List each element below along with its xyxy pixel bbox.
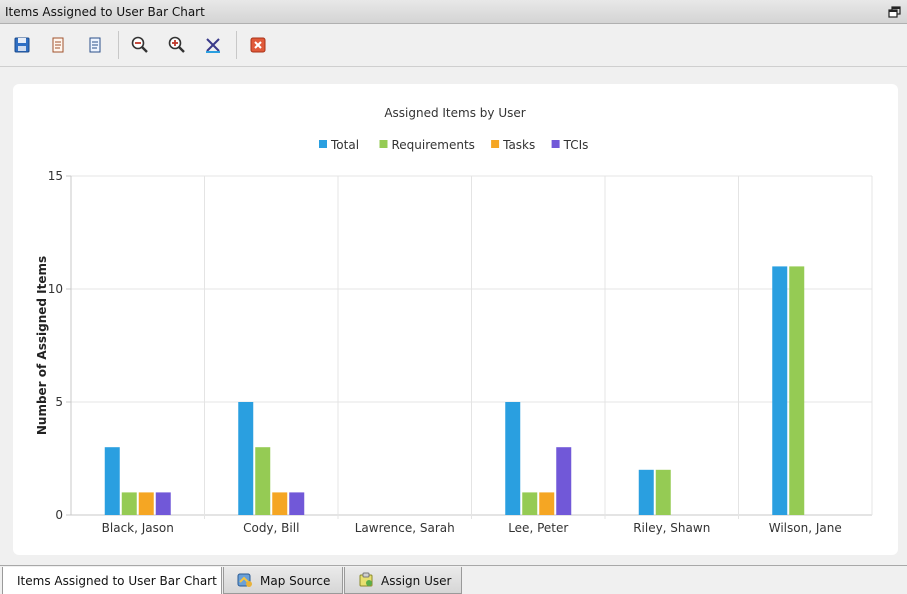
tab-bar: Items Assigned to User Bar Chart Map Sou… (0, 565, 907, 594)
toolbar-separator (236, 31, 237, 59)
save-icon[interactable] (12, 35, 32, 55)
zoom-in-icon[interactable] (167, 35, 187, 55)
y-tick-label: 15 (48, 169, 63, 183)
toolbar-separator (118, 31, 119, 59)
bar-tasks (138, 492, 154, 515)
bar-requirements (655, 469, 671, 515)
bar-total (238, 402, 254, 515)
bar-tcis (289, 492, 305, 515)
tab-label: Items Assigned to User Bar Chart (17, 574, 217, 588)
chart-panel (13, 84, 898, 555)
map-icon (237, 573, 252, 587)
bar-total (505, 402, 521, 515)
document-copy-icon[interactable] (48, 35, 68, 55)
window-titlebar: Items Assigned to User Bar Chart (0, 0, 907, 24)
bar-requirements (789, 266, 805, 515)
bar-total (772, 266, 788, 515)
legend-swatch (379, 140, 388, 148)
x-tick-label: Lawrence, Sarah (355, 521, 455, 535)
zoom-out-icon[interactable] (130, 35, 150, 55)
legend-swatch (491, 140, 500, 148)
assign-user-icon (359, 572, 373, 587)
restore-window-icon[interactable] (887, 4, 903, 20)
bar-total (104, 447, 120, 515)
toolbar (0, 25, 907, 67)
bar-tasks (539, 492, 555, 515)
bar-requirements (121, 492, 137, 515)
tab-label: Map Source (260, 574, 331, 588)
x-tick-label: Lee, Peter (508, 521, 568, 535)
window-title: Items Assigned to User Bar Chart (5, 5, 205, 19)
legend-label: Total (330, 138, 359, 152)
bar-total (638, 469, 654, 515)
bar-tcis (556, 447, 572, 515)
document-icon[interactable] (85, 35, 105, 55)
legend-swatch (551, 140, 560, 148)
legend-swatch (319, 140, 327, 148)
tab-items-assigned-chart[interactable]: Items Assigned to User Bar Chart (2, 567, 222, 594)
y-tick-label: 10 (48, 282, 63, 296)
legend-label: Requirements (392, 138, 475, 152)
bar-tcis (155, 492, 171, 515)
x-tick-label: Riley, Shawn (633, 521, 710, 535)
y-tick-label: 5 (55, 395, 63, 409)
x-tick-label: Wilson, Jane (769, 521, 842, 535)
x-tick-label: Black, Jason (102, 521, 174, 535)
bar-requirements (522, 492, 538, 515)
close-icon[interactable] (248, 35, 268, 55)
legend-label: Tasks (502, 138, 535, 152)
legend-label: TCIs (563, 138, 589, 152)
bar-requirements (255, 447, 271, 515)
chart-title: Assigned Items by User (384, 106, 525, 120)
y-tick-label: 0 (55, 508, 63, 522)
x-tick-label: Cody, Bill (243, 521, 299, 535)
y-axis-label: Number of Assigned Items (35, 256, 49, 435)
tab-assign-user[interactable]: Assign User (344, 567, 462, 594)
reset-zoom-icon[interactable] (203, 35, 223, 55)
bar-tasks (272, 492, 288, 515)
tab-label: Assign User (381, 574, 452, 588)
tab-map-source[interactable]: Map Source (223, 567, 343, 594)
